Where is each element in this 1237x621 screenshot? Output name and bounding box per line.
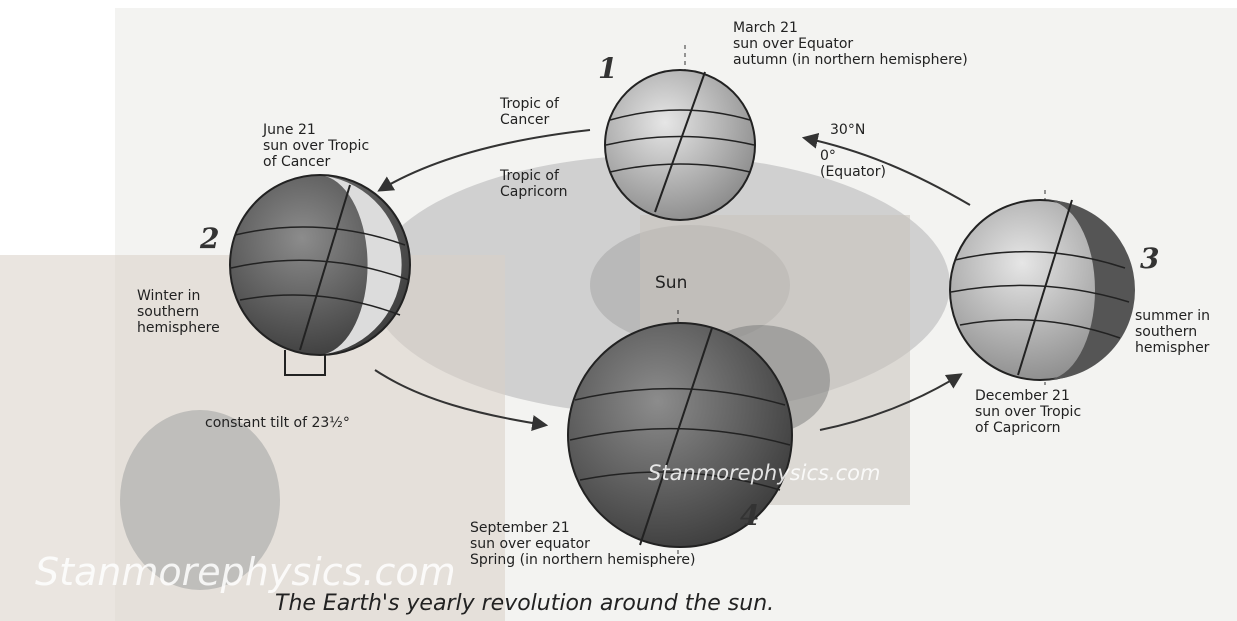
globe-2 [229,174,411,376]
orbit-arrow [801,132,971,206]
label-line: southern [1135,324,1197,340]
label-line: hemisphere [137,320,220,336]
globe-number: 1 [598,52,617,85]
label-line: constant tilt of 23½° [205,415,350,431]
globe-4 [567,310,793,555]
label-line: sun over equator [470,536,590,552]
globe-number: 4 [740,499,759,532]
globe-number: 3 [1140,242,1159,275]
label-line: of Capricorn [975,420,1060,436]
label-line: Tropic of [499,168,560,184]
label-line: sun over Tropic [263,138,369,154]
globe-number: 2 [199,222,219,255]
label-line: Winter in [137,288,200,304]
orbit-arrow [377,129,591,192]
label-line: hemispher [1135,340,1210,356]
watermark: Stanmorephysics.com [35,550,456,594]
label-line: June 21 [262,122,316,138]
label-line: Tropic of [499,96,560,112]
caption: The Earth's yearly revolution around the… [275,591,774,616]
orbit-arrow [374,369,549,431]
label-line: (Equator) [820,164,886,180]
label-line: southern [137,304,199,320]
globe-3 [949,190,1135,385]
label-line: December 21 [975,388,1070,404]
label-line: Cancer [500,112,550,128]
globe-1 [604,45,756,221]
label-line: Spring (in northern hemisphere) [470,552,696,568]
label-line: summer in [1135,308,1210,324]
label-line: March 21 [733,20,798,36]
label-line: of Cancer [263,154,330,170]
label-line: sun over Equator [733,36,853,52]
label-line: 0° [820,148,836,164]
label-line: sun over Tropic [975,404,1081,420]
label-line: Sun [655,273,687,293]
label-line: 30°N [830,122,865,138]
photo-pot [120,410,280,590]
label-line: Capricorn [500,184,568,200]
orbit-arrow [819,373,963,431]
label-line: September 21 [470,520,570,536]
watermark: Stanmorephysics.com [648,461,880,485]
label-line: autumn (in northern hemisphere) [733,52,968,68]
